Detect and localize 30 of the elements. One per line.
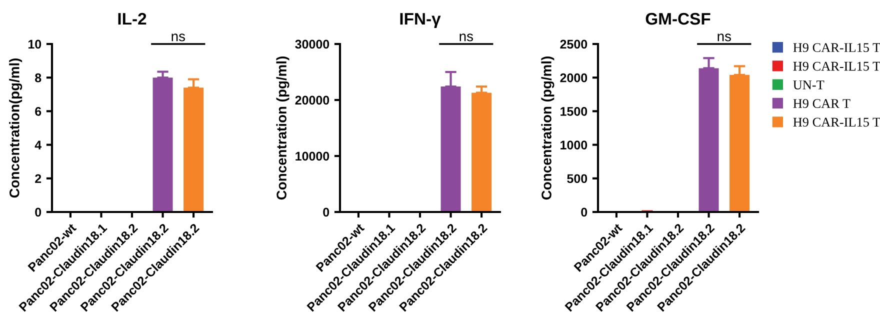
legend-label: H9 CAR T <box>793 99 850 108</box>
y-tick-label: 6 <box>35 107 42 116</box>
legend-label: H9 CAR-IL15 T <box>793 62 880 71</box>
y-tick-label: 2 <box>35 174 42 183</box>
legend-label: UN-T <box>793 80 824 90</box>
chart-title: GM-CSF <box>646 12 710 25</box>
y-tick-label: 1500 <box>560 107 588 116</box>
y-tick-label: 10000 <box>296 152 330 161</box>
y-tick-label: 0 <box>323 208 330 217</box>
y-tick-label: 2000 <box>560 73 588 82</box>
y-axis-title: Concentration(pg/ml) <box>9 58 22 198</box>
y-tick-label: 30000 <box>295 40 330 49</box>
y-tick-label: 1000 <box>560 140 588 150</box>
y-axis-title: Concentration (pg/ml) <box>541 56 554 200</box>
text: ns <box>172 34 185 42</box>
y-tick-label: 0 <box>35 208 42 217</box>
y-tick-label: 10 <box>28 40 42 49</box>
y-tick-label: 20000 <box>295 96 330 105</box>
legend-label: H9 CAR-IL15 T <box>793 43 880 52</box>
y-tick-label: 2500 <box>560 40 588 49</box>
text: ns <box>460 34 473 42</box>
y-tick-label: 4 <box>34 140 42 150</box>
chart-title: IL-2 <box>118 12 146 25</box>
y-tick-label: 8 <box>35 73 42 82</box>
legend-label: H9 CAR-IL15 T <box>793 118 880 127</box>
y-tick-label: 0 <box>581 208 588 217</box>
chart-title: IFN-γ <box>400 13 441 28</box>
y-tick-label: 500 <box>567 174 588 184</box>
text: ns <box>718 34 731 42</box>
y-axis-title: Concentration (pg/ml) <box>276 56 290 200</box>
